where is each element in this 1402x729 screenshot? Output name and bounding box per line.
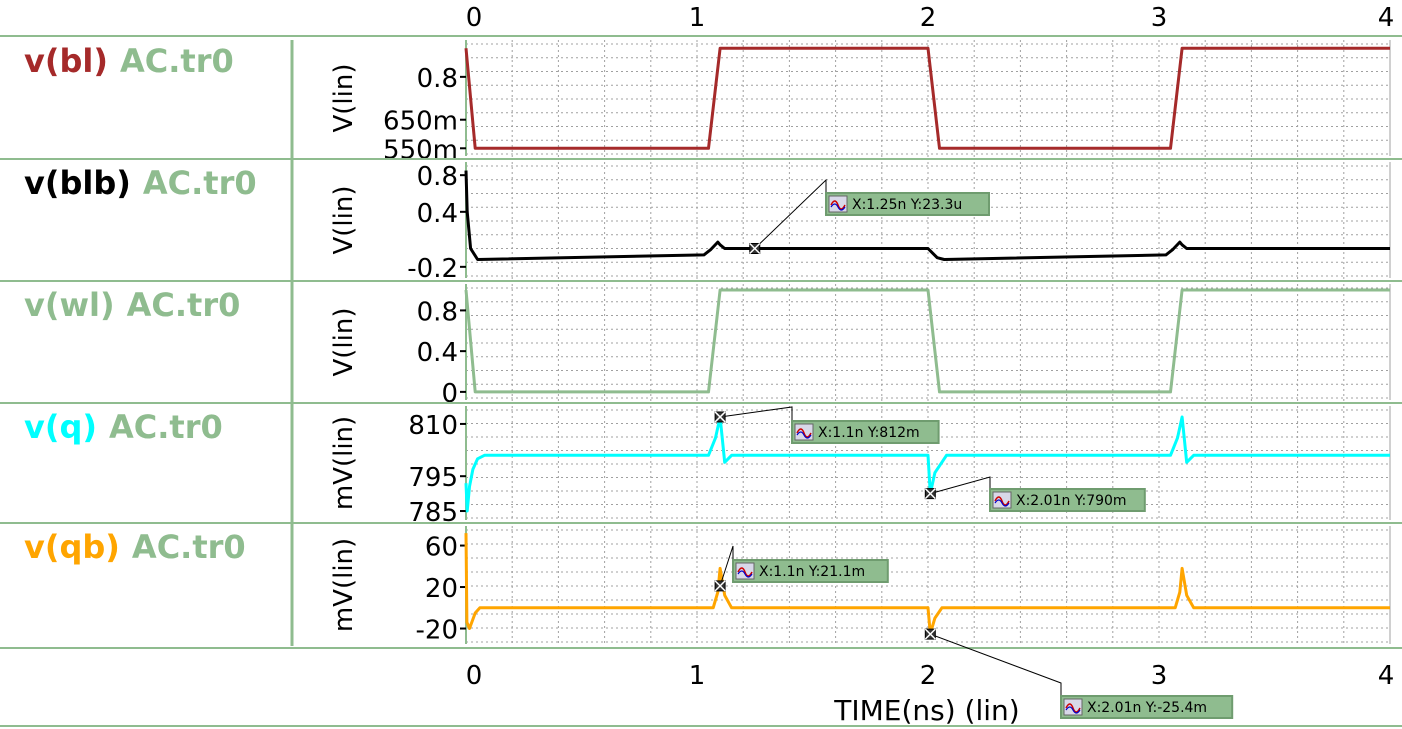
measurement-annotation[interactable]: X:1.1n Y:812m <box>714 406 940 444</box>
waveform-icon <box>1063 698 1083 716</box>
waveform-trace[interactable] <box>464 170 1390 261</box>
grid <box>466 40 1390 157</box>
y-tick-label: 0.8 <box>417 297 458 327</box>
grid <box>466 526 1390 645</box>
waveform-trace[interactable] <box>464 533 1390 636</box>
waveform-icon <box>828 195 848 213</box>
y-tick-label: 0 <box>441 379 458 409</box>
x-tick-label-bottom: 1 <box>689 661 706 691</box>
x-tick-label-bottom: 4 <box>1378 661 1395 691</box>
y-axis-title: mV(lin) <box>329 416 359 510</box>
bottom-x-axis: 0 1 2 3 4 <box>466 661 1395 691</box>
y-tick-label: -20 <box>416 616 458 646</box>
x-tick-label-top: 2 <box>920 3 937 33</box>
y-tick-label: 0.8 <box>417 64 458 94</box>
x-tick-label-top: 3 <box>1151 3 1168 33</box>
y-axis-title: V(lin) <box>329 186 359 255</box>
cursor-marker-icon[interactable] <box>714 411 726 423</box>
panel-vblb[interactable]: v(blb) AC.tr0 V(lin) 0.8 0.4 -0.2 <box>0 158 1402 284</box>
cursor-marker-icon[interactable] <box>924 488 936 500</box>
cursor-marker-icon[interactable] <box>749 242 761 255</box>
waveform-trace[interactable] <box>464 46 1390 150</box>
waveform-icon <box>794 423 814 441</box>
y-axis-title: V(lin) <box>329 64 359 133</box>
annotation-label: X:1.25n Y:23.3u <box>852 197 962 213</box>
y-tick-label: 60 <box>425 533 458 563</box>
signal-name[interactable]: v(qb) AC.tr0 <box>24 528 246 566</box>
y-axis-title: V(lin) <box>329 308 359 377</box>
waveform-trace[interactable] <box>464 415 1390 513</box>
grid <box>466 162 1390 279</box>
waveform-trace[interactable] <box>464 288 1390 394</box>
signal-name[interactable]: v(wl) AC.tr0 <box>24 286 240 324</box>
annotation-label: X:1.1n Y:812m <box>818 425 920 441</box>
y-tick-label: 795 <box>408 463 458 493</box>
cursor-marker-icon[interactable] <box>924 628 936 640</box>
signal-name[interactable]: v(blb) AC.tr0 <box>24 164 257 202</box>
measurement-annotation[interactable]: X:2.01n Y:790m <box>924 476 1146 512</box>
waveform-icon <box>992 491 1012 509</box>
x-tick-label-bottom: 0 <box>466 661 483 691</box>
panel-vwl[interactable]: v(wl) AC.tr0 V(lin) 0.8 0.4 0 <box>0 280 1402 409</box>
y-tick-label: 0.4 <box>417 338 458 368</box>
measurement-annotation[interactable]: X:1.1n Y:21.1m <box>714 545 889 592</box>
annotation-label: X:1.1n Y:21.1m <box>759 564 865 580</box>
y-tick-label: 0.4 <box>417 199 458 229</box>
y-axis-title: mV(lin) <box>329 538 359 632</box>
x-tick-label-top: 0 <box>466 3 483 33</box>
measurement-annotation[interactable]: X:1.25n Y:23.3u <box>749 178 990 255</box>
waveform-icon <box>735 562 755 580</box>
y-tick-label: 0.8 <box>417 162 458 192</box>
y-tick-label: 20 <box>425 574 458 604</box>
x-axis-title: TIME(ns) (lin) <box>833 694 1019 727</box>
y-tick-label: 550m <box>383 135 458 165</box>
grid <box>466 284 1390 401</box>
top-x-axis: 0 1 2 3 4 <box>466 3 1395 33</box>
annotation-label: X:2.01n Y:-25.4m <box>1087 700 1207 716</box>
y-tick-label: 650m <box>383 107 458 137</box>
cursor-marker-icon[interactable] <box>714 580 726 592</box>
signal-name[interactable]: v(q) AC.tr0 <box>24 408 223 446</box>
signal-name[interactable]: v(bl) AC.tr0 <box>24 42 234 80</box>
measurement-annotation[interactable]: X:2.01n Y:-25.4m <box>924 628 1234 719</box>
x-tick-label-top: 4 <box>1378 3 1395 33</box>
x-tick-label-top: 1 <box>689 3 706 33</box>
y-tick-label: 810 <box>408 411 458 441</box>
x-tick-label-bottom: 3 <box>1151 661 1168 691</box>
panel-frame <box>0 35 1402 727</box>
panel-vqb[interactable]: v(qb) AC.tr0 mV(lin) 60 20 -20 <box>0 522 1402 646</box>
annotation-label: X:2.01n Y:790m <box>1016 493 1127 509</box>
x-tick-label-bottom: 2 <box>920 661 937 691</box>
y-tick-label: -0.2 <box>407 254 458 284</box>
